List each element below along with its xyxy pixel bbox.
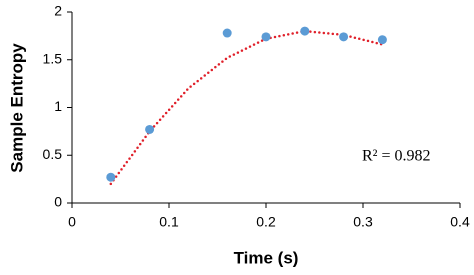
x-tick-label: 0.1	[159, 214, 179, 230]
y-tick-label: 2	[54, 3, 62, 19]
annotation: R² = 0.982	[362, 148, 431, 165]
data-point	[377, 35, 387, 45]
data-point	[300, 26, 310, 36]
x-tick-label: 0.3	[353, 214, 373, 230]
data-point	[145, 124, 155, 134]
data-point	[106, 172, 116, 182]
y-tick-label: 0	[54, 194, 62, 210]
y-tick-label: 1.5	[43, 50, 63, 66]
x-tick-label: 0.2	[256, 214, 276, 230]
data-point	[339, 32, 349, 42]
y-tick-label: 0.5	[43, 146, 63, 162]
y-axis-title: Sample Entropy	[7, 43, 26, 173]
data-point	[222, 28, 232, 38]
y-tick-label: 1	[54, 98, 62, 114]
x-tick-label: 0.4	[450, 214, 470, 230]
trendline	[109, 29, 384, 186]
x-tick-label: 0	[68, 214, 76, 230]
data-point	[261, 32, 271, 42]
x-axis-title: Time (s)	[234, 248, 299, 267]
